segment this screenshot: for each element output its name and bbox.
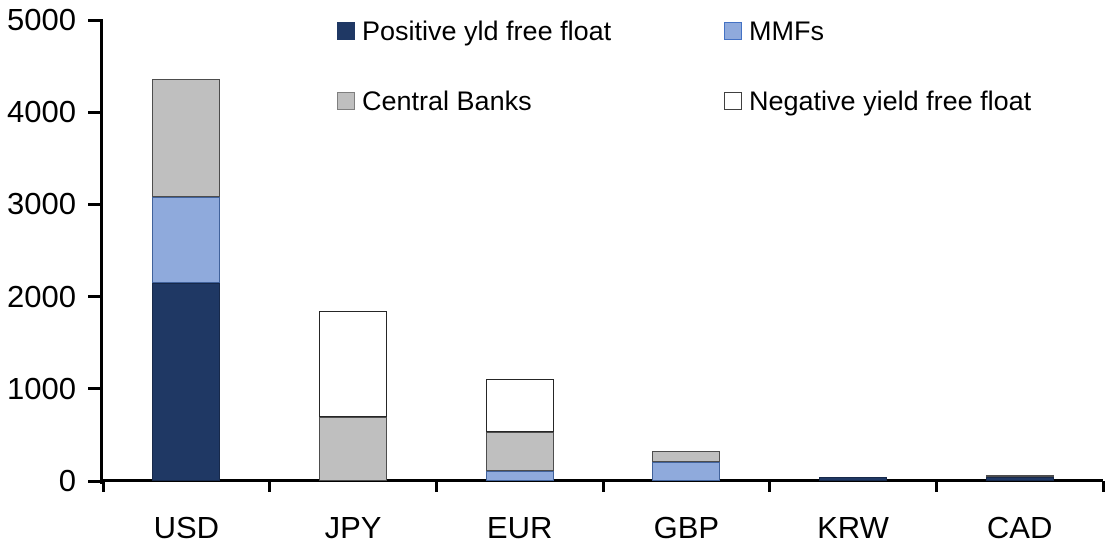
x-category-label-jpy: JPY [324, 510, 382, 545]
y-tick [88, 202, 103, 206]
legend-swatch-positive-yld-free-float [337, 22, 355, 40]
bar-gbp-mmfs [652, 461, 721, 481]
legend-label-mmfs: MMFs [749, 16, 824, 46]
legend-label-central-banks: Central Banks [362, 86, 532, 116]
y-tick [88, 387, 103, 391]
y-tick [88, 479, 103, 483]
y-tick [88, 110, 103, 114]
legend-item-positive-yld-free-float: Positive yld free float [337, 16, 612, 46]
bar-cad-positive-yld-free-float [985, 476, 1054, 481]
bar-cad-central-banks [985, 475, 1054, 477]
bar-jpy-negative-yield-free-float [319, 311, 387, 418]
bar-usd-central-banks [152, 79, 221, 198]
bar-gbp-central-banks [652, 451, 721, 462]
x-tick [434, 481, 438, 492]
x-axis-line [100, 479, 1103, 482]
bar-usd-positive-yld-free-float [152, 282, 221, 481]
y-tick-label: 2000 [7, 278, 76, 314]
x-tick [768, 481, 772, 492]
y-tick [88, 295, 103, 299]
bar-eur-central-banks [485, 432, 554, 472]
y-tick [88, 18, 103, 22]
x-category-label-gbp: GBP [653, 510, 720, 545]
bar-eur-negative-yield-free-float [485, 378, 554, 433]
bar-jpy-central-banks [319, 417, 387, 481]
x-category-label-cad: CAD [986, 510, 1053, 545]
legend-item-mmfs: MMFs [724, 16, 824, 46]
legend-swatch-negative-yield-free-float [724, 92, 742, 110]
x-tick [934, 481, 938, 492]
legend-label-negative-yield-free-float: Negative yield free float [749, 86, 1032, 116]
x-tick [101, 481, 105, 492]
x-tick [601, 481, 605, 492]
y-tick-label: 4000 [7, 94, 76, 130]
legend-label-positive-yld-free-float: Positive yld free float [362, 16, 612, 46]
y-tick-label: 1000 [7, 370, 76, 406]
bar-usd-mmfs [152, 197, 221, 283]
x-category-label-krw: KRW [817, 510, 889, 545]
x-category-label-usd: USD [153, 510, 220, 545]
y-tick-label: 5000 [7, 1, 76, 37]
legend-item-negative-yield-free-float: Negative yield free float [724, 86, 1032, 116]
y-tick-label: 3000 [7, 186, 76, 222]
bar-eur-mmfs [485, 471, 554, 481]
x-tick [268, 481, 272, 492]
bar-krw-positive-yld-free-float [819, 477, 887, 481]
legend-swatch-mmfs [724, 22, 742, 40]
legend-swatch-central-banks [337, 92, 355, 110]
y-axis-line [100, 19, 103, 484]
x-category-label-eur: EUR [486, 510, 553, 545]
x-tick [1101, 481, 1105, 492]
legend-item-central-banks: Central Banks [337, 86, 532, 116]
y-tick-label: 0 [58, 462, 76, 498]
